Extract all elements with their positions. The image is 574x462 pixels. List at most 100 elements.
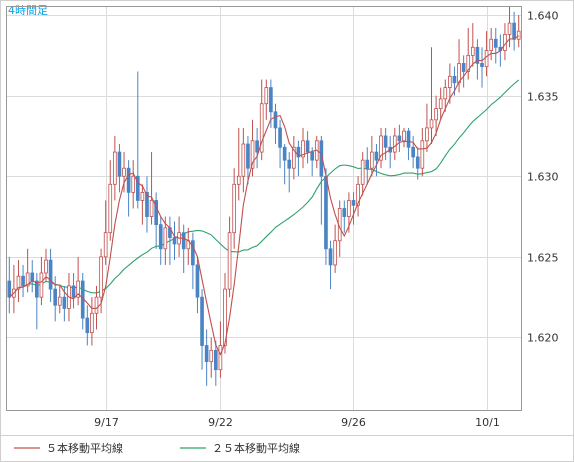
ma5-path: [8, 35, 520, 356]
candle-body: [301, 140, 305, 158]
candle: [227, 216, 232, 298]
candle-body: [191, 240, 195, 266]
candle: [273, 103, 278, 145]
y-tick-label: 1.640: [527, 10, 559, 23]
candle: [264, 79, 269, 120]
ma5-line: [8, 35, 520, 356]
candle: [434, 95, 438, 136]
candle: [287, 152, 292, 193]
candle-body: [232, 183, 236, 234]
candle-body: [406, 130, 411, 148]
candle-body: [282, 146, 287, 161]
candle: [131, 160, 136, 209]
legend-item: ２５本移動平均線: [180, 441, 300, 455]
candle-body: [342, 208, 347, 217]
candle: [489, 27, 493, 61]
candle-body: [163, 227, 168, 250]
candle: [493, 27, 498, 64]
candle: [466, 27, 471, 80]
candle-body: [292, 146, 296, 169]
x-tick-label: 9/17: [94, 416, 119, 429]
candle-body: [379, 135, 383, 161]
candle-body: [57, 296, 62, 306]
candle-body: [236, 175, 241, 185]
candle: [420, 127, 425, 177]
candle-body: [7, 280, 12, 298]
candle-body: [484, 50, 489, 68]
candle: [282, 144, 287, 185]
candle-body: [241, 143, 246, 177]
candle: [360, 152, 365, 196]
candle-body: [21, 275, 25, 287]
candle: [25, 248, 30, 293]
candle-body: [39, 272, 44, 298]
candle-body: [370, 151, 374, 169]
candle-body: [16, 275, 21, 290]
candle-body: [273, 111, 278, 129]
candle: [140, 184, 145, 225]
candle: [71, 272, 76, 309]
candle-body: [351, 200, 356, 206]
ma25-path: [8, 79, 520, 298]
candle-body: [324, 175, 328, 250]
candle: [90, 297, 94, 346]
candle-body: [429, 119, 434, 129]
candle-body: [466, 54, 471, 72]
candle: [278, 119, 282, 169]
candle-body: [122, 167, 126, 177]
candle: [85, 305, 90, 346]
candle: [195, 256, 200, 314]
candle: [57, 285, 62, 314]
candle-body: [360, 159, 365, 185]
candle-body: [305, 140, 310, 153]
timeframe-label: 4時間足: [8, 4, 48, 17]
candle: [126, 160, 131, 217]
candle-body: [246, 143, 250, 169]
candle: [154, 192, 158, 249]
candle: [415, 147, 420, 180]
candle: [209, 337, 214, 378]
candle-body: [25, 272, 30, 287]
candle-body: [181, 232, 186, 250]
candle-body: [30, 272, 35, 282]
candle-body: [512, 22, 516, 40]
candle-body: [310, 151, 315, 161]
candle: [135, 71, 140, 209]
candle: [241, 127, 246, 193]
candle: [200, 289, 204, 370]
candle-body: [411, 146, 415, 158]
candle: [351, 192, 356, 225]
y-tick-label: 1.635: [527, 91, 559, 104]
candle-body: [76, 280, 80, 298]
candle: [39, 256, 44, 306]
x-tick-label: 10/1: [475, 416, 500, 429]
candle: [163, 216, 168, 265]
candle-body: [347, 200, 351, 217]
candle: [53, 276, 58, 322]
candle: [16, 260, 21, 302]
candle-body: [172, 237, 177, 245]
candle-body: [117, 151, 122, 177]
candle-body: [461, 63, 466, 72]
candle-body: [195, 264, 200, 298]
candle: [425, 103, 429, 153]
candle: [443, 79, 448, 112]
candle: [397, 124, 402, 153]
candle-body: [158, 224, 163, 250]
candle: [172, 221, 177, 261]
candle-body: [470, 46, 475, 56]
y-tick-label: 1.625: [527, 252, 559, 265]
candle: [438, 87, 443, 120]
candle: [429, 47, 434, 145]
candle: [236, 127, 241, 201]
candle-body: [103, 232, 108, 258]
candle: [301, 127, 305, 169]
candle: [44, 248, 48, 282]
candle-body: [99, 256, 103, 298]
candle: [158, 216, 163, 265]
candle: [370, 135, 374, 177]
candle: [342, 200, 347, 233]
ma25-line: [8, 79, 520, 298]
candle: [516, 15, 521, 48]
